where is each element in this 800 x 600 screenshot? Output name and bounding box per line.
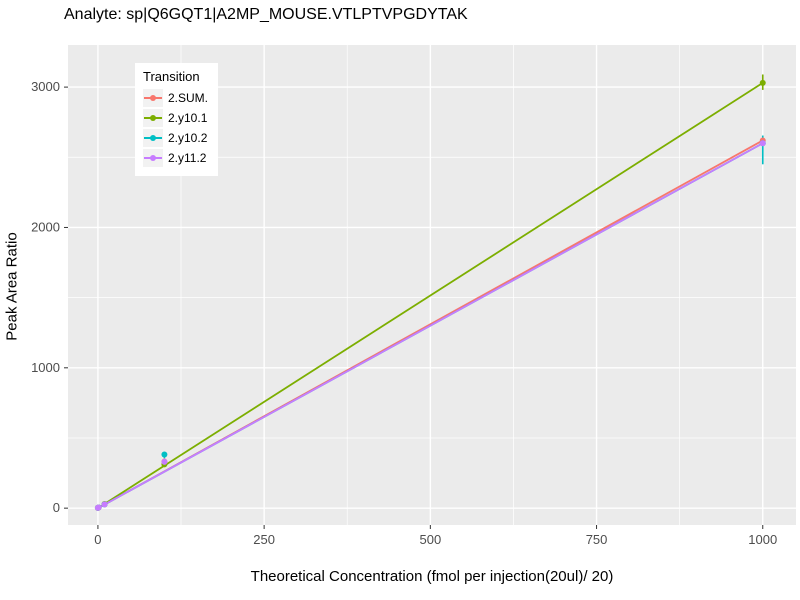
y-tick-label: 1000 [31, 360, 60, 375]
legend-key-dot [150, 155, 156, 161]
series-fit-line [97, 82, 764, 509]
legend-item: 2.y11.2 [143, 148, 208, 168]
y-tick-label: 3000 [31, 79, 60, 94]
series-fit-line [97, 142, 764, 509]
legend-key-dot [150, 115, 156, 121]
data-point [101, 501, 108, 508]
x-axis-label: Theoretical Concentration (fmol per inje… [250, 568, 614, 585]
x-tick-label: 500 [419, 532, 441, 547]
legend-key-dot [150, 135, 156, 141]
legend-key-glyph [143, 109, 163, 127]
legend-item-label: 2.y10.2 [168, 131, 208, 145]
y-tick-label: 0 [53, 500, 60, 515]
data-point [161, 451, 168, 458]
y-tick-label: 2000 [31, 219, 60, 234]
legend-item-label: 2.y10.1 [168, 111, 208, 125]
legend-key-glyph [143, 149, 163, 167]
legend-item: 2.SUM. [143, 88, 208, 108]
x-tick-label: 250 [253, 532, 275, 547]
legend-title: Transition [143, 69, 200, 84]
chart-title: Analyte: sp|Q6GQT1|A2MP_MOUSE.VTLPTVPGDY… [64, 6, 468, 23]
x-tick-label: 0 [94, 532, 101, 547]
legend-key-glyph [143, 89, 163, 107]
legend-item: 2.y10.1 [143, 108, 208, 128]
x-tick-label: 750 [586, 532, 608, 547]
legend-item-label: 2.y11.2 [168, 151, 207, 165]
y-axis-label: Peak Area Ratio [3, 232, 21, 341]
legend-key-glyph [143, 129, 163, 147]
data-point [161, 458, 168, 465]
x-tick-label: 1000 [748, 532, 777, 547]
legend: Transition 2.SUM. 2.y10.1 2.y10.2 2.y11.2 [135, 63, 219, 176]
data-point [759, 140, 766, 147]
legend-key-dot [150, 95, 156, 101]
legend-item-label: 2.SUM. [168, 91, 209, 105]
data-point [95, 504, 102, 511]
legend-item: 2.y10.2 [143, 128, 208, 148]
legend-items: 2.SUM. 2.y10.1 2.y10.2 2.y11.2 [143, 88, 208, 168]
data-point [759, 79, 766, 86]
